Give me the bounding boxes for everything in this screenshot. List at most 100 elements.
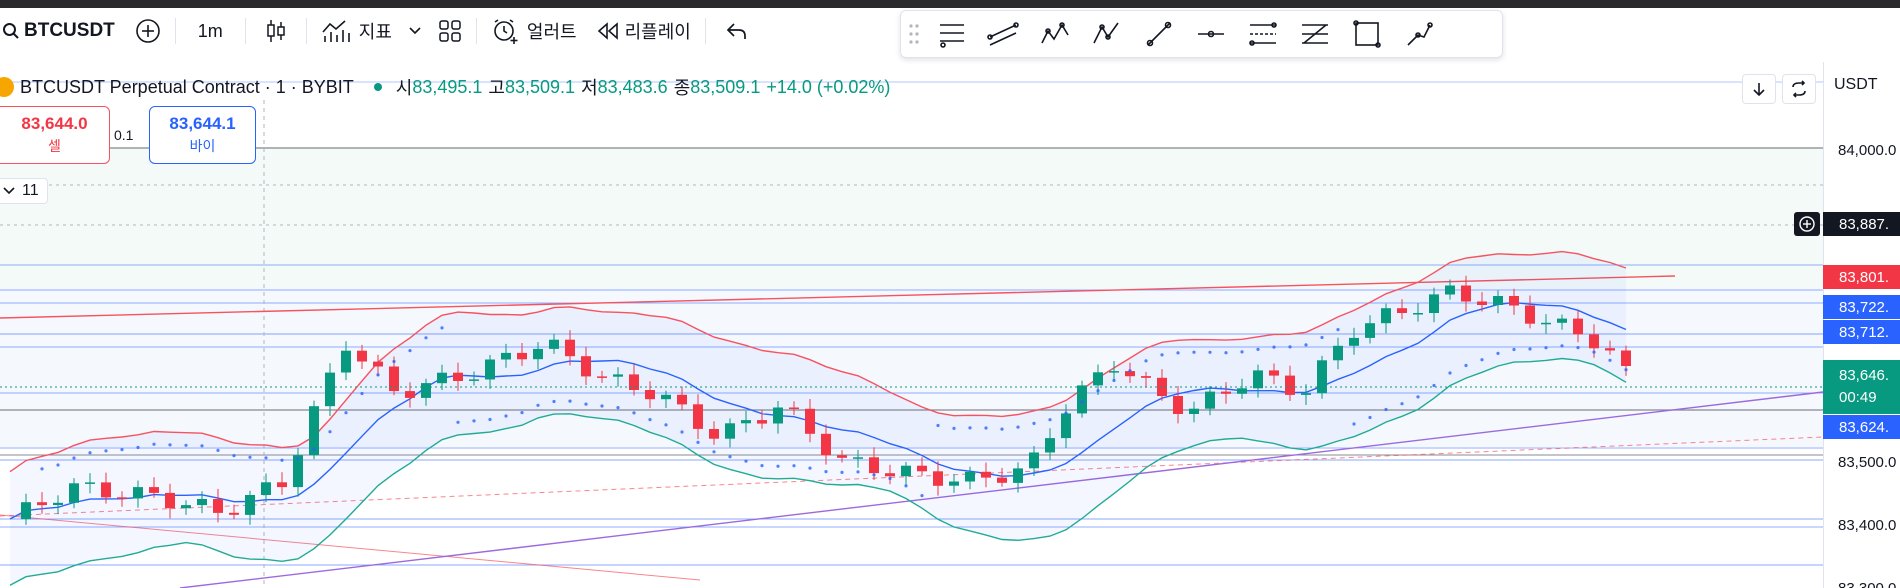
psar-dot <box>792 464 796 468</box>
crosshair-price-label: 83,887. <box>1823 212 1900 236</box>
psar-dot <box>584 402 588 406</box>
candle-body <box>389 366 399 392</box>
psar-dot <box>472 419 476 423</box>
candle-body <box>1013 468 1023 483</box>
order-quantity[interactable]: 0.1 <box>114 127 134 143</box>
bar-countdown: 00:49 <box>1839 389 1877 406</box>
layout-button[interactable] <box>428 11 472 51</box>
chart-type-button[interactable] <box>250 11 302 51</box>
price-axis-tick: 84,000.0 <box>1838 142 1897 159</box>
candle-body <box>821 433 831 456</box>
candle-body <box>1333 345 1343 361</box>
psar-dot <box>88 451 92 455</box>
psar-dot <box>264 456 268 460</box>
candle-body <box>229 512 239 515</box>
candle-body <box>325 372 335 407</box>
psar-dot <box>1528 347 1532 351</box>
candle-body <box>885 473 895 477</box>
scroll-to-latest-button[interactable] <box>1742 74 1776 104</box>
alert-button[interactable]: 얼러트 <box>481 11 587 51</box>
sell-button[interactable]: 83,644.0 셀 <box>0 106 110 164</box>
series-legend: BTCUSDT Perpetual Contract · 1 · BYBIT 시… <box>0 74 896 100</box>
upper-band-line <box>9 250 1627 473</box>
layout-grid-icon <box>439 20 461 42</box>
interval-button[interactable]: 1m <box>180 11 241 51</box>
candle-body <box>533 348 543 360</box>
candle-body <box>69 483 79 503</box>
path-tool-button[interactable] <box>1393 14 1445 54</box>
gann-fan-tool-button[interactable] <box>1289 14 1341 54</box>
candle-body <box>661 394 671 400</box>
psar-dot <box>760 464 764 468</box>
horizontal-ray-tool-icon <box>1198 30 1224 38</box>
candle-body <box>1301 393 1311 395</box>
indicator-count: 11 <box>22 182 39 199</box>
psar-dot <box>120 448 124 452</box>
price-chart[interactable] <box>0 0 1823 588</box>
psar-dot <box>1144 359 1148 363</box>
legend-close-label: 종 <box>673 78 691 98</box>
horizontal-ray-tool-button[interactable] <box>1185 14 1237 54</box>
candle-body <box>837 455 847 458</box>
candle-body <box>117 497 127 499</box>
psar-dot <box>1304 343 1308 347</box>
trend-channel-tool-button[interactable] <box>977 14 1029 54</box>
indicators-button[interactable]: 지표 <box>311 11 402 51</box>
refresh-icon <box>1792 80 1806 98</box>
psar-dot <box>424 336 428 340</box>
psar-dot <box>280 458 284 462</box>
trend-line-tool-button[interactable] <box>1133 14 1185 54</box>
candle-body <box>1237 388 1247 394</box>
sell-price: 83,644.0 <box>21 114 88 133</box>
psar-dot <box>72 456 76 460</box>
psar-dot <box>1208 350 1212 354</box>
elliott-wave-tool-button[interactable] <box>1029 14 1081 54</box>
candle-body <box>1365 323 1375 338</box>
upper-band-price-label: 83,801. <box>1823 265 1900 289</box>
rectangle-tool-button[interactable] <box>1341 14 1393 54</box>
replay-button[interactable]: 리플레이 <box>587 11 701 51</box>
psar-dot <box>440 326 444 330</box>
psar-dot <box>1432 383 1436 388</box>
horizontal-lines-tool-button[interactable] <box>925 14 977 54</box>
symbol-search-button[interactable]: BTCUSDT <box>0 11 125 51</box>
candle-body <box>37 502 47 506</box>
abcd-pattern-tool-icon <box>1093 22 1119 44</box>
psar-dot <box>216 448 220 452</box>
psar-dot <box>40 467 44 471</box>
add-price-alert-button[interactable] <box>1794 212 1820 236</box>
candle-body <box>917 465 927 472</box>
candle-body <box>741 420 751 424</box>
psar-dot <box>200 444 204 448</box>
buy-button[interactable]: 83,644.1 바이 <box>149 106 256 164</box>
psar-dot <box>1576 346 1580 350</box>
psar-dot <box>888 476 892 481</box>
candle-body <box>1493 296 1503 305</box>
undo-button[interactable] <box>710 11 764 51</box>
candle-body <box>1573 318 1583 335</box>
psar-dot <box>1368 415 1372 420</box>
compare-symbol-button[interactable] <box>125 11 171 51</box>
drawing-toolbar <box>900 10 1503 58</box>
psar-dot <box>1016 425 1020 429</box>
psar-dot <box>920 494 924 498</box>
drag-grip-icon[interactable] <box>907 19 921 49</box>
candle-body <box>1077 385 1087 414</box>
indicator-list-toggle[interactable]: 11 <box>0 178 48 204</box>
descending-trend-line <box>0 514 701 581</box>
candle-body <box>981 471 991 478</box>
elliott-wave-tool-icon <box>1041 22 1069 44</box>
candle-body <box>789 407 799 409</box>
psar-dot <box>1416 395 1420 399</box>
psar-dot <box>1176 351 1180 355</box>
psar-dot <box>872 473 876 477</box>
psar-dot <box>312 447 316 451</box>
psar-dot <box>1592 350 1596 354</box>
indicator-templates-dropdown[interactable] <box>402 11 428 51</box>
reset-chart-button[interactable] <box>1782 74 1816 104</box>
alert-label: 얼러트 <box>526 22 577 42</box>
psar-dot <box>376 373 380 377</box>
fib-retracement-tool-icon <box>1249 22 1277 46</box>
abcd-pattern-tool-button[interactable] <box>1081 14 1133 54</box>
fib-retracement-tool-button[interactable] <box>1237 14 1289 54</box>
